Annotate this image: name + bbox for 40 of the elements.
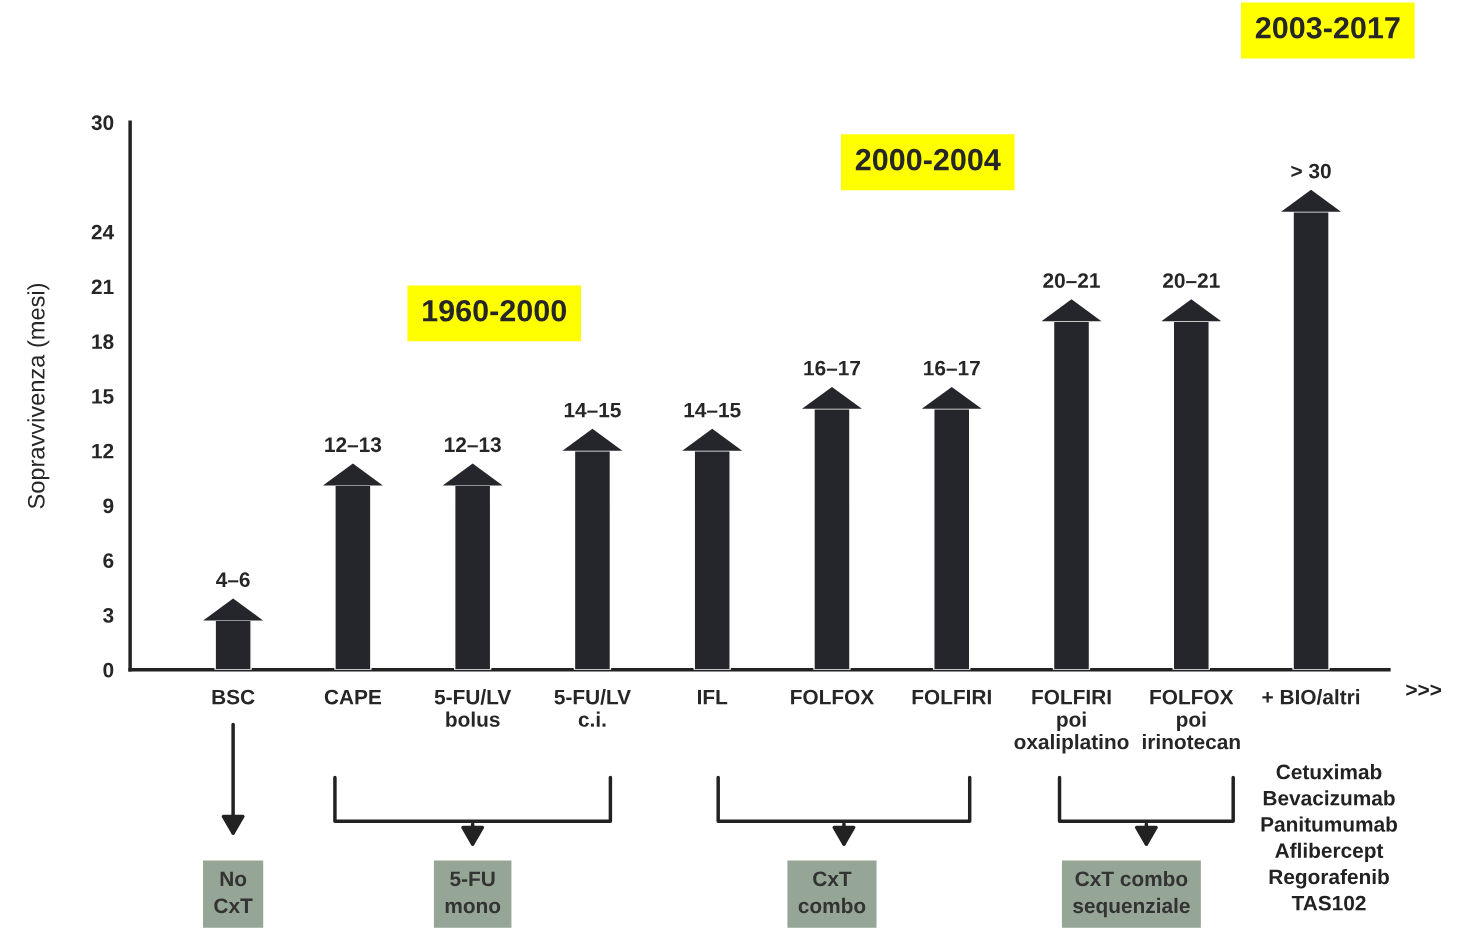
x-tick-label: FOLFIRI poi oxaliplatino bbox=[1014, 689, 1129, 754]
text: 5-FU mono bbox=[445, 871, 501, 914]
x-tick-label: FOLFOX poi irinotecan bbox=[1142, 689, 1240, 750]
y-tick-label: 18 bbox=[92, 334, 114, 350]
data-label: 14–15 bbox=[564, 402, 621, 418]
y-axis-title: Sopravvivenza (mesi) bbox=[27, 283, 50, 509]
x-tick-label: IFL bbox=[697, 689, 728, 705]
text: No CxT bbox=[214, 871, 253, 914]
text: 2003-2017 bbox=[1255, 16, 1400, 39]
y-tick-label: 3 bbox=[103, 607, 114, 623]
x-tick-label: + BIO/altri bbox=[1262, 689, 1360, 705]
data-label: 4–6 bbox=[216, 572, 250, 588]
y-tick-label: 0 bbox=[103, 662, 114, 678]
y-tick-label: 21 bbox=[91, 279, 114, 295]
data-label: 12–13 bbox=[325, 437, 382, 453]
text: Cetuximab Bevacizumab Panitumumab Aflibercept Regorafenib TAS102 bbox=[1261, 764, 1398, 911]
data-label: 16–17 bbox=[924, 360, 980, 376]
y-tick-label: 12 bbox=[92, 443, 114, 459]
y-tick-label: 15 bbox=[92, 389, 114, 404]
x-tick-label: FOLFIRI bbox=[912, 689, 991, 705]
x-tick-label: FOLFOX bbox=[791, 689, 875, 705]
data-label: 14–15 bbox=[684, 402, 741, 418]
text: CxT combo sequenziale bbox=[1073, 870, 1190, 918]
x-tick-label: BSC bbox=[212, 689, 255, 705]
annotation: 2000-2004 bbox=[855, 148, 1001, 171]
data-label: > 30 bbox=[1291, 163, 1331, 179]
data-label: 16–17 bbox=[804, 360, 861, 376]
y-tick-label: 24 bbox=[91, 224, 115, 240]
y-tick-label: 6 bbox=[103, 553, 114, 568]
y-tick-label: 30 bbox=[91, 115, 114, 131]
x-tick-label: 5-FU/LV c.i. bbox=[554, 689, 631, 727]
data-label: 20–21 bbox=[1043, 273, 1100, 288]
text: >>> bbox=[1406, 684, 1442, 696]
text: CxT combo bbox=[798, 871, 866, 914]
y-tick-label: 9 bbox=[103, 498, 114, 514]
data-label: 20–21 bbox=[1163, 273, 1220, 288]
data-label: 12–13 bbox=[445, 437, 501, 453]
annotation: 1960-2000 bbox=[423, 299, 567, 322]
x-tick-label: 5-FU/LV bolus bbox=[434, 689, 512, 727]
x-tick-label: CAPE bbox=[324, 689, 382, 705]
